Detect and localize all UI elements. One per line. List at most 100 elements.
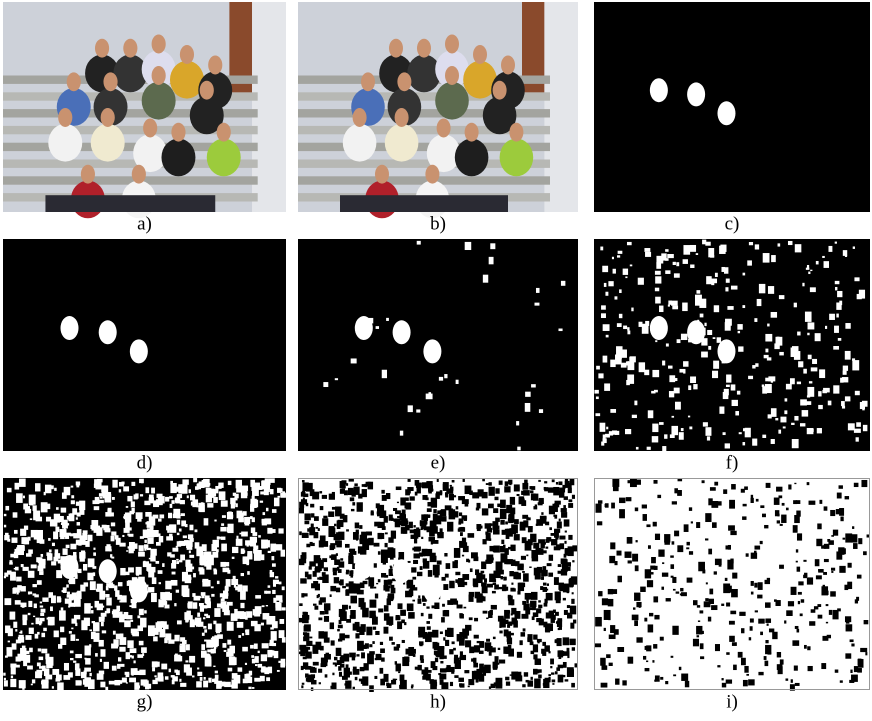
blob — [503, 577, 506, 581]
blob — [131, 673, 133, 675]
blob — [538, 539, 545, 543]
blob — [669, 391, 674, 397]
blob — [309, 675, 313, 678]
blob — [177, 620, 182, 624]
blob — [776, 487, 782, 492]
blob — [180, 637, 185, 641]
blob — [224, 610, 230, 615]
blob — [369, 644, 372, 647]
blob — [567, 614, 572, 618]
blob — [523, 490, 530, 496]
blob — [848, 423, 855, 430]
blob — [375, 594, 378, 599]
blob — [778, 243, 781, 246]
blob — [307, 528, 310, 531]
blob — [738, 346, 743, 351]
blob — [71, 495, 74, 498]
blob — [28, 613, 31, 615]
blob — [334, 524, 336, 526]
blob — [401, 620, 405, 624]
blob — [729, 500, 735, 509]
blob — [689, 551, 693, 555]
blob — [852, 360, 859, 370]
blob — [188, 601, 193, 608]
blob — [544, 603, 548, 607]
blob — [541, 649, 544, 654]
blob — [556, 482, 558, 485]
blob — [846, 624, 853, 631]
blob — [232, 547, 238, 553]
blob — [791, 679, 793, 683]
blob — [595, 617, 602, 627]
blob — [321, 663, 327, 667]
blob — [440, 631, 443, 634]
blob — [320, 535, 326, 542]
blob — [523, 628, 526, 631]
blob — [94, 506, 100, 510]
blob — [255, 664, 257, 666]
blob — [386, 616, 393, 625]
blob — [655, 271, 661, 275]
blob — [743, 442, 746, 445]
blob — [604, 383, 610, 390]
blob — [119, 614, 124, 622]
blob — [606, 654, 610, 658]
blob — [486, 483, 489, 485]
blob — [723, 432, 726, 435]
blob — [454, 655, 458, 658]
blob — [795, 244, 802, 252]
blob — [129, 542, 135, 551]
blob — [668, 366, 673, 369]
blob — [683, 245, 690, 255]
blob — [705, 427, 711, 436]
blob — [67, 594, 72, 598]
blob — [722, 678, 724, 680]
blob — [721, 267, 724, 272]
blob — [520, 564, 524, 568]
blob — [572, 647, 575, 651]
panel — [3, 2, 286, 218]
blob — [511, 583, 513, 585]
blob — [569, 639, 575, 645]
blob — [502, 587, 508, 591]
blob — [177, 494, 182, 498]
blob — [144, 544, 148, 548]
blob — [726, 652, 729, 655]
blob — [538, 600, 541, 602]
blob — [4, 598, 11, 605]
blob — [179, 645, 185, 652]
blob — [525, 609, 530, 615]
blob — [364, 484, 367, 487]
blob — [638, 278, 644, 285]
blob — [254, 656, 258, 663]
blob — [28, 601, 32, 607]
blob — [301, 492, 306, 497]
blob — [378, 533, 383, 539]
blob — [314, 606, 318, 610]
blob — [203, 626, 206, 629]
blob — [332, 673, 334, 676]
blob — [263, 613, 270, 620]
blob — [156, 561, 160, 564]
blob — [853, 246, 855, 248]
blob — [679, 369, 685, 373]
blob — [492, 591, 496, 593]
blob — [473, 583, 478, 587]
blob — [572, 592, 574, 594]
blob — [788, 601, 794, 606]
blob — [725, 287, 728, 291]
blob — [390, 585, 394, 588]
blob — [143, 530, 150, 535]
blob — [677, 490, 682, 496]
blob — [625, 429, 631, 434]
blob — [137, 654, 143, 658]
blob — [137, 615, 140, 618]
blob — [611, 589, 617, 594]
face — [423, 339, 441, 363]
blob — [489, 686, 491, 689]
blob — [169, 669, 171, 673]
blob — [719, 406, 724, 413]
blob — [338, 625, 343, 629]
blob — [563, 637, 569, 645]
blob — [350, 610, 356, 619]
